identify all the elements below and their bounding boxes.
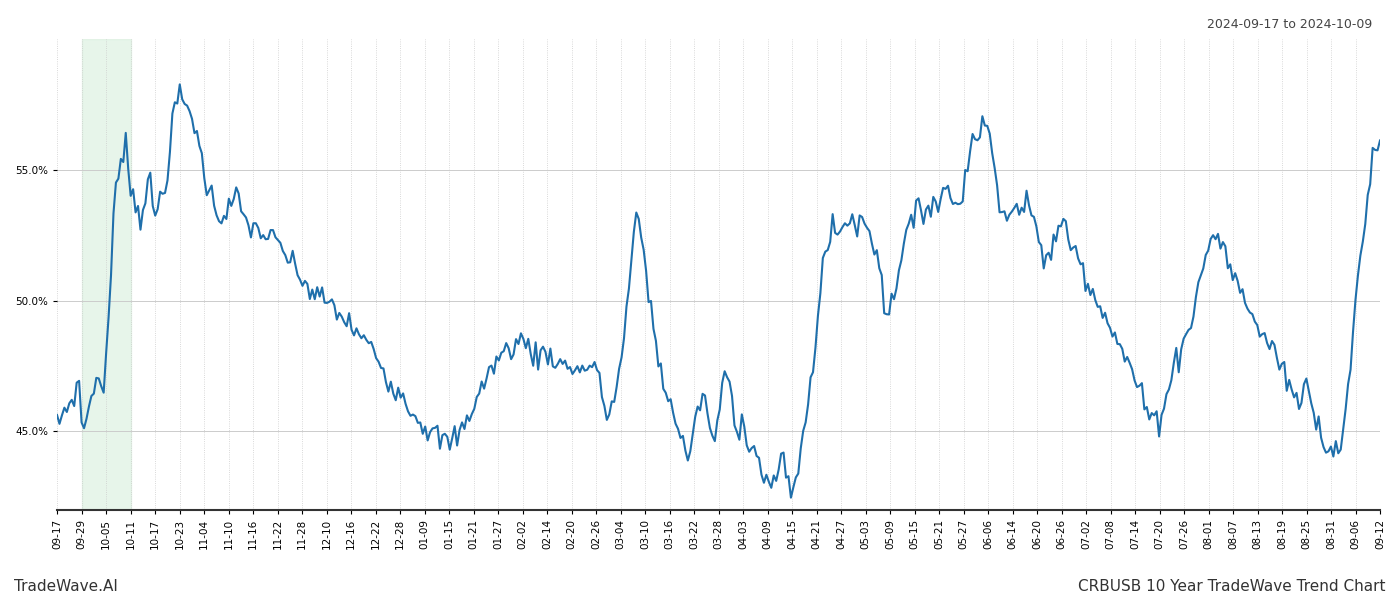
Text: TradeWave.AI: TradeWave.AI [14,579,118,594]
Text: CRBUSB 10 Year TradeWave Trend Chart: CRBUSB 10 Year TradeWave Trend Chart [1078,579,1386,594]
Text: 2024-09-17 to 2024-10-09: 2024-09-17 to 2024-10-09 [1207,18,1372,31]
Bar [81,39,130,510]
